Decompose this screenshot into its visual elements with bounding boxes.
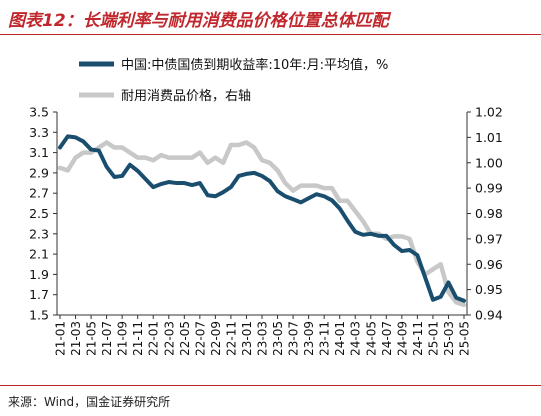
left-tick-label: 3.3	[29, 125, 49, 140]
x-tick-label: 23-05	[271, 321, 285, 356]
x-tick-label: 22-09	[209, 321, 223, 356]
x-tick-label: 25-01	[426, 321, 440, 356]
x-tick-label: 21-11	[131, 321, 145, 356]
right-tick-label: 0.95	[475, 282, 503, 297]
x-tick-label: 24-05	[364, 321, 378, 356]
x-tick-label: 24-01	[333, 321, 347, 356]
right-tick-label: 0.98	[475, 206, 503, 221]
legend-label-yield: 中国:中债国债到期收益率:10年:月:平均值，%	[121, 57, 388, 73]
x-tick-label: 22-07	[193, 321, 207, 356]
left-tick-label: 2.1	[29, 247, 49, 262]
title-divider	[0, 34, 541, 35]
x-tick-label: 21-07	[100, 321, 114, 356]
source-note: 来源：Wind，国金证券研究所	[8, 395, 171, 409]
left-tick-label: 3.1	[29, 145, 49, 160]
x-tick-label: 24-07	[380, 321, 394, 356]
x-tick-label: 23-09	[302, 321, 316, 356]
x-tick-label: 21-03	[69, 321, 83, 356]
right-tick-label: 0.94	[475, 308, 503, 323]
x-tick-label: 23-07	[287, 321, 301, 356]
series-line-yield	[58, 134, 466, 303]
right-tick-label: 1.00	[475, 155, 503, 170]
x-tick-label: 21-01	[54, 321, 68, 356]
left-tick-label: 2.3	[29, 226, 49, 241]
x-tick-label: 24-11	[411, 321, 425, 356]
x-tick-label: 23-01	[240, 321, 254, 356]
x-tick-label: 22-03	[162, 321, 176, 356]
plot-area	[57, 134, 467, 308]
left-tick-label: 1.9	[29, 267, 49, 282]
x-tick-label: 25-05	[458, 321, 472, 356]
left-tick-label: 2.9	[29, 165, 49, 180]
left-tick-label: 2.7	[29, 186, 49, 201]
x-tick-label: 22-11	[224, 321, 238, 356]
x-tick-label: 23-11	[318, 321, 332, 356]
x-tick-label: 24-09	[395, 321, 409, 356]
left-tick-label: 1.5	[29, 308, 49, 323]
source-divider	[0, 385, 541, 386]
left-tick-label: 1.7	[29, 287, 49, 302]
series-line-durable-price	[57, 140, 467, 308]
right-tick-label: 0.97	[475, 231, 503, 246]
x-tick-label: 22-01	[147, 321, 161, 356]
x-tick-label: 25-03	[442, 321, 456, 356]
x-tick-label: 22-05	[178, 321, 192, 356]
x-tick-label: 21-05	[85, 321, 99, 356]
right-tick-label: 1.02	[475, 105, 503, 120]
right-tick-label: 0.96	[475, 257, 503, 272]
left-tick-label: 3.5	[29, 105, 49, 120]
legend: 中国:中债国债到期收益率:10年:月:平均值，% 耐用消费品价格，右轴	[79, 57, 388, 104]
x-tick-label: 23-03	[256, 321, 270, 356]
axes: 1.5 1.7 1.9 2.1 2.3 2.5 2.7 2.9 3.1 3.3 3.5 0.94 0.9…	[29, 105, 503, 356]
chart-title: 图表12：长端利率与耐用消费品价格位置总体匹配	[8, 11, 389, 31]
x-tick-label: 21-09	[116, 321, 130, 356]
left-tick-label: 2.5	[29, 206, 49, 221]
line-chart: 中国:中债国债到期收益率:10年:月:平均值，% 耐用消费品价格，右轴 1.51…	[29, 57, 503, 356]
right-tick-label: 1.01	[475, 130, 503, 145]
right-tick-label: 0.99	[475, 181, 503, 196]
x-tick-label: 24-03	[349, 321, 363, 356]
legend-label-durable-price: 耐用消费品价格，右轴	[121, 88, 251, 104]
